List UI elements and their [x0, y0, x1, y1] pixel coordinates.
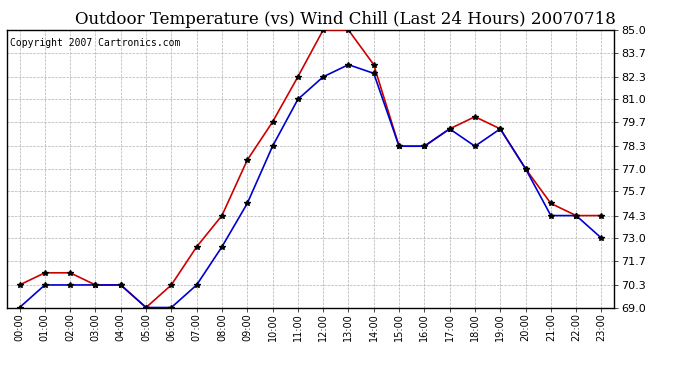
- Text: Copyright 2007 Cartronics.com: Copyright 2007 Cartronics.com: [10, 38, 180, 48]
- Text: Outdoor Temperature (vs) Wind Chill (Last 24 Hours) 20070718: Outdoor Temperature (vs) Wind Chill (Las…: [75, 11, 615, 28]
